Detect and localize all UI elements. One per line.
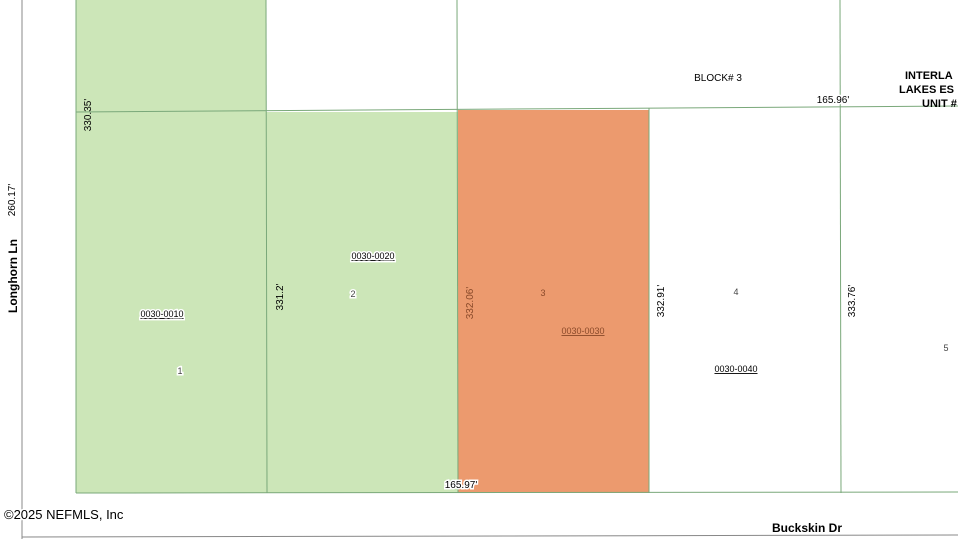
subdivision-label: INTERLA bbox=[905, 70, 953, 82]
dimension-label: 260.17' bbox=[7, 184, 18, 217]
subdivision-label: LAKES ES bbox=[899, 84, 954, 96]
parcel-fill bbox=[76, 0, 266, 493]
road-label: Longhorn Ln bbox=[6, 239, 20, 313]
lot-number: 3 bbox=[540, 288, 545, 298]
dimension-label: 165.97' bbox=[445, 480, 478, 491]
dimension-label: 332.91' bbox=[656, 285, 667, 318]
subdivision-label: UNIT # bbox=[922, 98, 957, 110]
dimension-label: 165.96' bbox=[817, 95, 850, 106]
block-label: BLOCK# 3 bbox=[694, 73, 742, 84]
road-label: Buckskin Dr bbox=[772, 521, 842, 535]
parcel-id: 0030-0030 bbox=[561, 326, 604, 336]
parcel-id: 0030-0020 bbox=[351, 251, 394, 261]
parcel-id: 0030-0010 bbox=[140, 309, 183, 319]
parcel-id: 0030-0040 bbox=[714, 364, 757, 374]
dimension-label: 331.2' bbox=[275, 283, 286, 310]
parcel-fill bbox=[266, 112, 458, 493]
lot-number: 5 bbox=[943, 343, 948, 353]
parcel-highlight bbox=[458, 110, 649, 493]
lot-number: 4 bbox=[733, 287, 738, 297]
road-edge bbox=[21, 534, 958, 538]
dimension-label: 332.06' bbox=[465, 287, 476, 320]
copyright: ©2025 NEFMLS, Inc bbox=[4, 507, 124, 522]
lot-number: 2 bbox=[350, 289, 355, 299]
parcel-lines bbox=[75, 0, 958, 494]
dimension-label: 330.35' bbox=[83, 99, 94, 132]
lot-number: 1 bbox=[177, 366, 182, 376]
dimension-label: 333.76' bbox=[847, 285, 858, 318]
